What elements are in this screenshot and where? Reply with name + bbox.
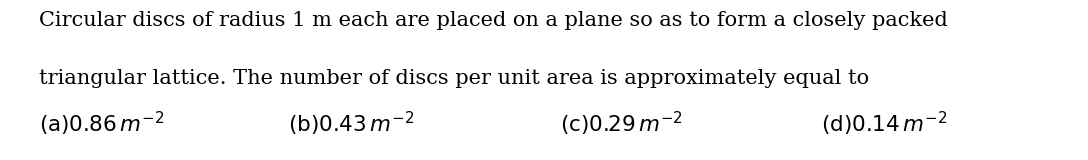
- Text: $\mathrm{(b) }$$\mathrm{0.43}\,m^{-2}$: $\mathrm{(b) }$$\mathrm{0.43}\,m^{-2}$: [288, 109, 415, 138]
- Text: Circular discs of radius 1 m each are placed on a plane so as to form a closely : Circular discs of radius 1 m each are pl…: [39, 11, 948, 30]
- Text: $\mathrm{(a) }$$\mathrm{0.86}\,m^{-2}$: $\mathrm{(a) }$$\mathrm{0.86}\,m^{-2}$: [39, 109, 164, 138]
- Text: triangular lattice. The number of discs per unit area is approximately equal to: triangular lattice. The number of discs …: [39, 69, 869, 88]
- Text: $\mathrm{(d) }$$\mathrm{0.14}\,m^{-2}$: $\mathrm{(d) }$$\mathrm{0.14}\,m^{-2}$: [821, 109, 948, 138]
- Text: $\mathrm{(c) }$$\mathrm{0.29}\,m^{-2}$: $\mathrm{(c) }$$\mathrm{0.29}\,m^{-2}$: [560, 109, 683, 138]
